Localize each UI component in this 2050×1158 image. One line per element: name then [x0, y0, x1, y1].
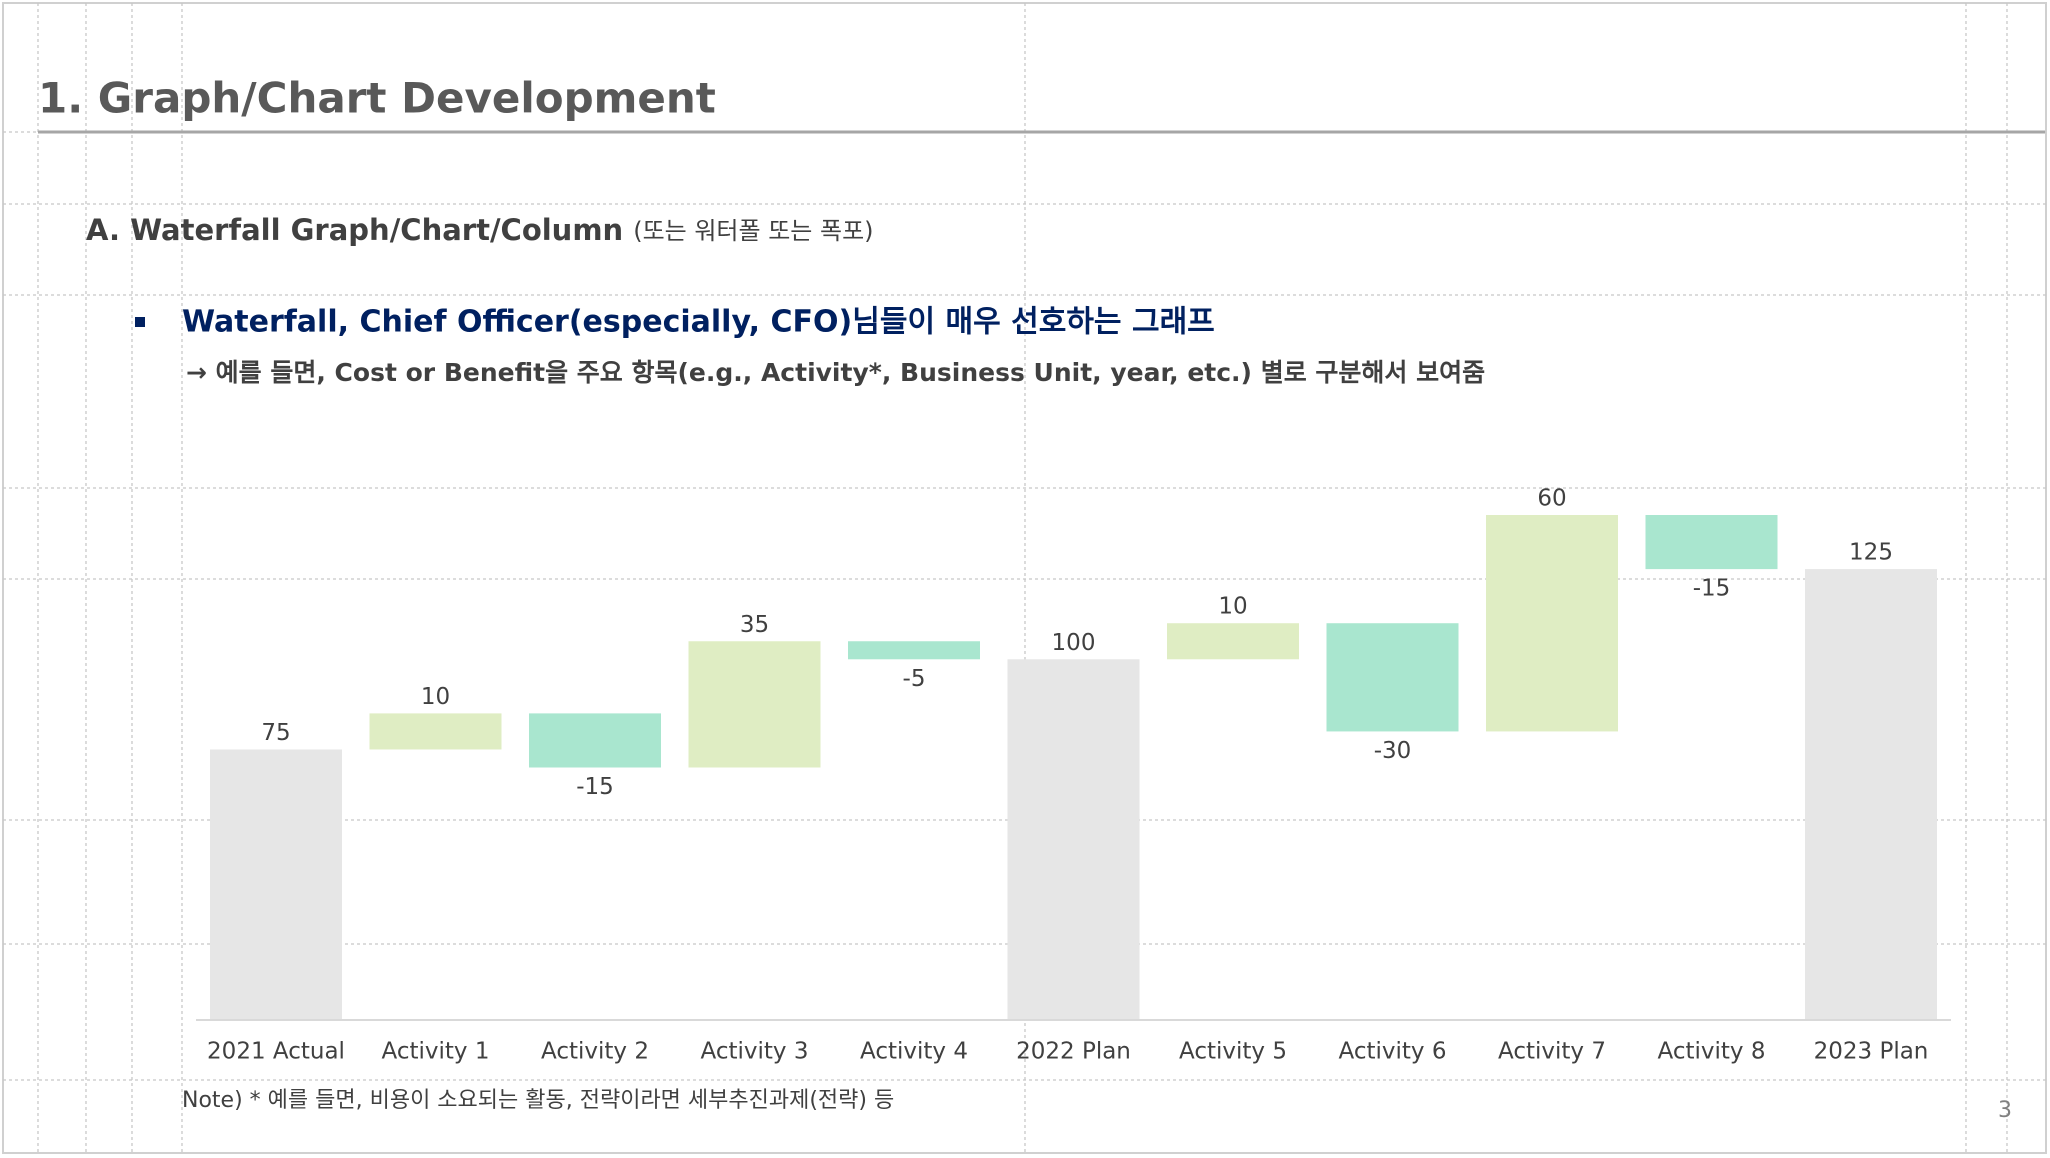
bar: [688, 641, 821, 768]
bullet-marker: [135, 317, 145, 327]
data-label: -15: [1693, 576, 1731, 602]
data-label: 10: [421, 684, 450, 710]
bullet: Waterfall, Chief Officer(especially, CFO…: [182, 305, 1215, 340]
x-tick-label: 2021 Actual: [207, 1039, 345, 1065]
x-tick-label: 2022 Plan: [1016, 1039, 1131, 1065]
bar: [1326, 623, 1459, 732]
data-label: -5: [903, 666, 926, 692]
section-note: (또는 워터폴 또는 폭포): [633, 217, 873, 245]
data-label: 125: [1849, 540, 1893, 566]
data-label: 10: [1218, 594, 1247, 620]
data-label: -30: [1374, 738, 1412, 764]
detail: → 예를 들면, Cost or Benefit을 주요 항목(e.g., Ac…: [186, 358, 1485, 387]
title: 1. Graph/Chart Development: [38, 74, 716, 123]
data-label: 100: [1052, 630, 1096, 656]
x-tick-label: Activity 7: [1498, 1039, 1606, 1065]
x-tick-label: Activity 2: [541, 1039, 649, 1065]
x-tick-label: Activity 3: [701, 1039, 809, 1065]
data-label: -15: [576, 774, 614, 800]
bar: [1805, 569, 1937, 1020]
bar: [369, 713, 502, 750]
section: A. Waterfall Graph/Chart/Column (또는 워터폴 또…: [86, 213, 874, 247]
data-label: 60: [1537, 486, 1566, 512]
bar: [848, 641, 980, 660]
note: Note) * 예를 들면, 비용이 소요되는 활동, 전략이라면 세부추진과제…: [182, 1088, 894, 1113]
x-tick-label: Activity 8: [1658, 1039, 1766, 1065]
data-label: 75: [261, 720, 290, 746]
x-tick-label: Activity 1: [382, 1039, 490, 1065]
bar: [1007, 659, 1140, 1020]
data-label: 35: [740, 612, 769, 638]
bar: [529, 713, 661, 768]
x-tick-label: Activity 6: [1339, 1039, 1447, 1065]
section-title: A. Waterfall Graph/Chart/Column: [86, 213, 623, 247]
chart: 75 2021 Actual 10 Activity 1 -15 Activity 2 35…: [196, 486, 1951, 1065]
bar: [210, 749, 342, 1020]
x-tick-label: Activity 4: [860, 1039, 968, 1065]
x-tick-label: 2023 Plan: [1814, 1039, 1929, 1065]
page-number: 3: [1998, 1098, 2012, 1123]
bar: [1645, 515, 1778, 570]
x-tick-label: Activity 5: [1179, 1039, 1287, 1065]
bar: [1486, 515, 1618, 732]
bar: [1167, 623, 1299, 660]
